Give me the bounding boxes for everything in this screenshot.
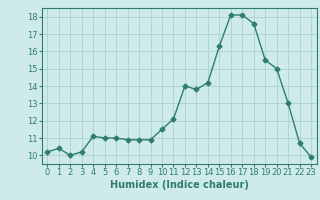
X-axis label: Humidex (Indice chaleur): Humidex (Indice chaleur) <box>110 180 249 190</box>
